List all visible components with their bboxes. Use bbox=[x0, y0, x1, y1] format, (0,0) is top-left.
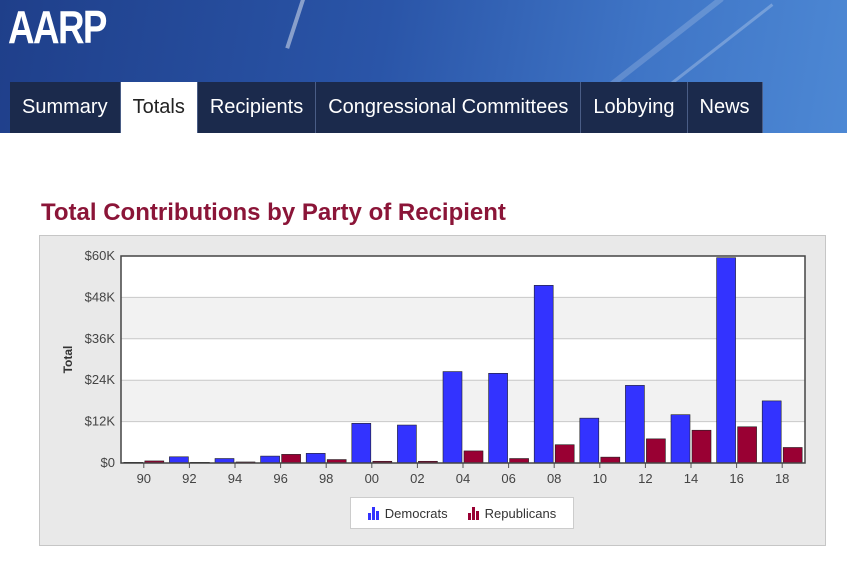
bar-republicans-04 bbox=[463, 450, 484, 464]
bar-republicans-16 bbox=[737, 426, 757, 464]
x-tick-label: 92 bbox=[182, 471, 196, 486]
org-logo[interactable]: AARP bbox=[8, 1, 107, 53]
bar-democrats-10 bbox=[579, 417, 600, 464]
bar-democrats-18 bbox=[761, 400, 782, 464]
plot-band bbox=[121, 380, 805, 422]
bar-democrats-04 bbox=[442, 371, 463, 464]
x-tick-label: 06 bbox=[501, 471, 515, 486]
bar-republicans-18 bbox=[782, 447, 803, 464]
bar-republicans-12 bbox=[646, 438, 666, 464]
tab-news[interactable]: News bbox=[687, 82, 763, 133]
x-tick-label: 08 bbox=[547, 471, 561, 486]
bar-democrats-96 bbox=[260, 455, 280, 464]
tab-lobbying[interactable]: Lobbying bbox=[581, 82, 688, 133]
bar-democrats-16 bbox=[716, 257, 736, 464]
x-tick-label: 02 bbox=[410, 471, 424, 486]
tab-totals[interactable]: Totals bbox=[120, 82, 198, 133]
x-tick-label: 96 bbox=[273, 471, 287, 486]
bar-republicans-96 bbox=[281, 454, 301, 464]
tab-recipients[interactable]: Recipients bbox=[197, 82, 317, 133]
legend-item-republicans[interactable]: Republicans bbox=[467, 505, 557, 521]
x-tick-label: 12 bbox=[638, 471, 652, 486]
x-tick-label: 90 bbox=[137, 471, 151, 486]
legend-item-democrats[interactable]: Democrats bbox=[367, 505, 448, 521]
y-tick-label: $60K bbox=[85, 248, 116, 263]
chart-title: Total Contributions by Party of Recipien… bbox=[41, 199, 506, 226]
x-tick-label: 10 bbox=[593, 471, 607, 486]
bar-democrats-02 bbox=[397, 424, 417, 464]
y-tick-label: $12K bbox=[85, 414, 116, 429]
plot-band bbox=[121, 297, 805, 339]
bar-democrats-08 bbox=[533, 285, 554, 464]
legend-label-democrats: Democrats bbox=[384, 505, 448, 521]
x-tick-label: 16 bbox=[729, 471, 743, 486]
bar-democrats-06 bbox=[488, 372, 508, 464]
plot-border bbox=[120, 255, 806, 464]
legend-label-republicans: Republicans bbox=[484, 505, 557, 521]
x-tick-label: 14 bbox=[684, 471, 698, 486]
site-header: AARP Summary Totals Recipients Congressi… bbox=[0, 0, 847, 133]
tab-congressional-committees[interactable]: Congressional Committees bbox=[316, 82, 582, 133]
nav-tabs: Summary Totals Recipients Congressional … bbox=[10, 82, 763, 133]
bar-chart-icon bbox=[467, 506, 479, 520]
y-axis-title: Total bbox=[61, 346, 75, 374]
tab-summary[interactable]: Summary bbox=[10, 82, 121, 133]
bar-republicans-10 bbox=[600, 456, 621, 464]
chart-legend: Democrats Republicans bbox=[350, 497, 574, 529]
x-tick-label: 18 bbox=[775, 471, 789, 486]
bar-democrats-12 bbox=[625, 385, 645, 464]
y-tick-label: $48K bbox=[85, 289, 116, 304]
plot-area bbox=[121, 256, 805, 463]
x-tick-label: 98 bbox=[319, 471, 333, 486]
bar-democrats-00 bbox=[351, 423, 372, 464]
x-tick-label: 00 bbox=[365, 471, 379, 486]
y-tick-label: $24K bbox=[85, 372, 116, 387]
bar-chart-icon bbox=[367, 506, 379, 520]
bar-democrats-92 bbox=[169, 456, 189, 464]
bar-republicans-08 bbox=[554, 444, 575, 464]
bar-democrats-14 bbox=[670, 414, 691, 464]
bar-republicans-14 bbox=[691, 429, 712, 464]
x-tick-label: 04 bbox=[456, 471, 470, 486]
y-tick-label: $36K bbox=[85, 331, 116, 346]
x-tick-label: 94 bbox=[228, 471, 242, 486]
y-tick-label: $0 bbox=[101, 455, 115, 470]
bar-democrats-98 bbox=[305, 453, 326, 464]
